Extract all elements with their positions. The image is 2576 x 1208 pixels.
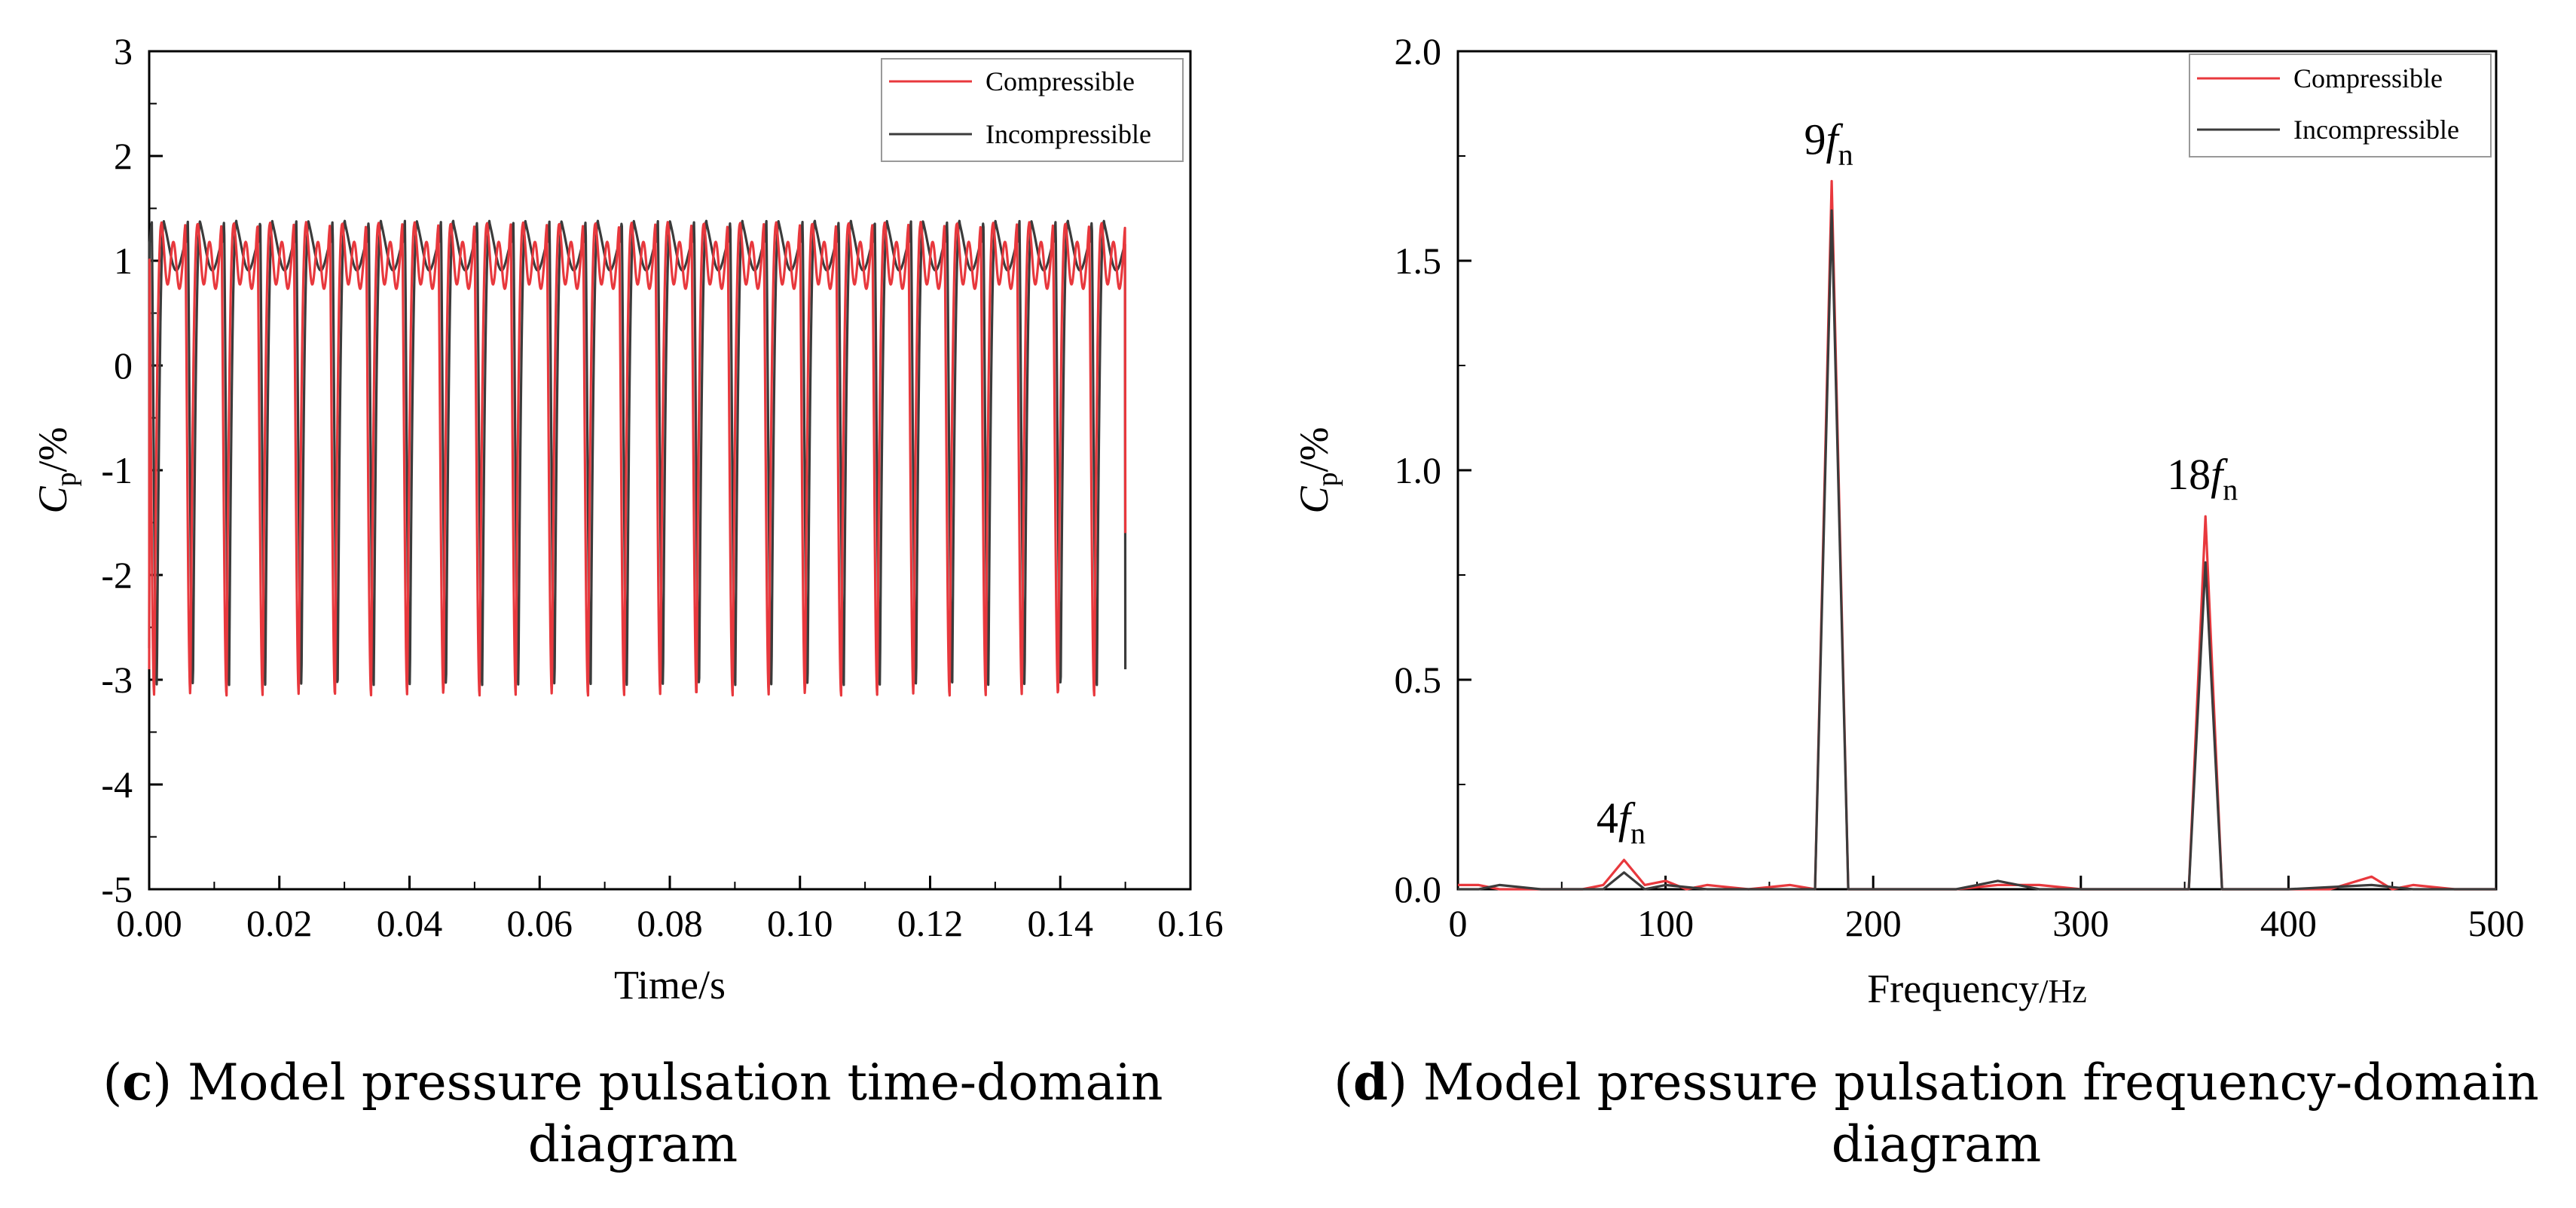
y-axis-label: Cp/% (1291, 427, 1343, 513)
legend-label-incompressible: Incompressible (2293, 115, 2459, 145)
y-tick-label: 1.5 (1395, 240, 1442, 282)
peak-annotations: 4fn 9fn 18fn (1597, 115, 2238, 850)
y-axis-label-sub: p (1312, 472, 1343, 486)
y-axis-label-main: C (30, 486, 75, 514)
y-axis-label-tail: /% (1291, 427, 1337, 472)
peak-label: 4fn (1597, 794, 1646, 850)
y-tick-label: 1 (114, 240, 133, 282)
x-tick-label: 0.16 (1157, 902, 1224, 944)
x-axis-label-main: Frequency (1867, 966, 2039, 1011)
caption-text: Model pressure pulsation frequency-domai… (1407, 1054, 2539, 1173)
series-lines (148, 219, 1127, 697)
series-line-incompressible (148, 219, 1127, 687)
x-tick-label: 400 (2260, 902, 2317, 944)
x-tick-label: 100 (1637, 902, 1694, 944)
y-tick-label: 3 (114, 30, 133, 72)
x-tick-label: 300 (2052, 902, 2109, 944)
legend: Compressible Incompressible (2189, 54, 2492, 157)
caption-frequency-domain: (d) Model pressure pulsation frequency-d… (1334, 1053, 2539, 1173)
peak-label: 18fn (2167, 450, 2238, 506)
caption-letter: c (122, 1053, 153, 1112)
y-axis-label-sub: p (50, 472, 82, 486)
caption-letter: d (1353, 1053, 1389, 1112)
series-line-incompressible (1458, 209, 2496, 891)
x-tick-label: 0.12 (897, 902, 964, 944)
x-tick-label: 0.10 (767, 902, 833, 944)
legend-box (881, 58, 1184, 162)
y-tick-label: -5 (101, 868, 133, 910)
chart-frequency-domain: 0 100 200 300 400 500 0.0 0.5 1.0 1.5 2.0 4fn 9fn 18… (1291, 30, 2525, 1011)
y-axis-label: Cp/% (30, 427, 82, 513)
y-axis-label-tail: /% (30, 427, 75, 472)
x-tick-label: 500 (2468, 902, 2525, 944)
y-tick-label: -1 (101, 449, 133, 491)
peak-label: 9fn (1804, 115, 1853, 171)
y-tick-label: 0.0 (1395, 868, 1442, 910)
x-tick-label: 0 (1449, 902, 1468, 944)
legend: Compressible Incompressible (881, 58, 1184, 162)
legend-label-incompressible: Incompressible (985, 119, 1151, 149)
tick-labels: 0 100 200 300 400 500 0.0 0.5 1.0 1.5 2.0 (1395, 30, 2525, 944)
y-tick-label: 2 (114, 135, 133, 177)
y-tick-label: 0 (114, 344, 133, 387)
x-axis-label-unit: /Hz (2039, 973, 2087, 1010)
x-tick-label: 0.14 (1028, 902, 1094, 944)
legend-label-compressible: Compressible (985, 66, 1135, 96)
x-tick-label: 0.02 (246, 902, 313, 944)
x-tick-label: 200 (1845, 902, 1902, 944)
y-tick-label: 2.0 (1395, 30, 1442, 72)
tick-labels: 0.00 0.02 0.04 0.06 0.08 0.10 0.12 0.14 0.16 3 2 1 0… (101, 30, 1223, 944)
plot-frame (148, 50, 1192, 891)
tick-marks (1456, 50, 2498, 891)
x-axis-label: Time/s (614, 962, 726, 1008)
y-tick-label: -3 (101, 659, 133, 701)
y-tick-label: 1.0 (1395, 449, 1442, 491)
caption-time-domain: (c) Model pressure pulsation time-domain… (102, 1053, 1163, 1173)
legend-label-compressible: Compressible (2293, 63, 2443, 93)
tick-marks (148, 50, 1192, 891)
series-line-compressible (1458, 179, 2496, 891)
y-tick-label: -4 (101, 763, 133, 806)
caption-text: Model pressure pulsation time-domain dia… (172, 1054, 1163, 1173)
y-axis-label-main: C (1291, 486, 1337, 514)
x-tick-label: 0.06 (507, 902, 573, 944)
x-tick-label: 0.00 (116, 902, 182, 944)
y-tick-label: 0.5 (1395, 659, 1442, 701)
y-tick-label: -2 (101, 554, 133, 596)
series-lines (1458, 179, 2496, 891)
series-line-compressible (148, 221, 1127, 697)
x-tick-label: 0.04 (377, 902, 443, 944)
plot-frame (1456, 50, 2498, 891)
x-tick-label: 0.08 (637, 902, 703, 944)
legend-box (2189, 54, 2492, 157)
x-axis-label: Frequency/Hz (1867, 966, 2086, 1011)
chart-time-domain: 0.00 0.02 0.04 0.06 0.08 0.10 0.12 0.14 0.16 3 2 1 0… (30, 30, 1224, 1008)
